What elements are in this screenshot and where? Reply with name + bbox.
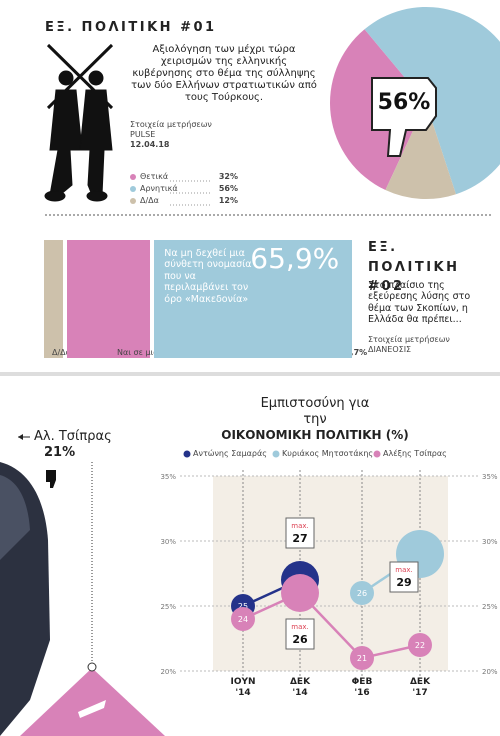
max-box	[389, 561, 419, 593]
x-tick-label: ΦΕΒ '16	[351, 677, 373, 698]
legend-value: 27,7%	[339, 348, 368, 357]
callout-value: 21%	[44, 445, 76, 460]
y-tick-label: 35%	[482, 473, 498, 481]
source-label: Στοιχεία μετρήσεων	[368, 335, 450, 344]
x-tick-label: ΙΟΥΝ '14	[230, 677, 256, 698]
description: Στο πλαίσιο της εξεύρεσης λύσης στο θέμα…	[368, 280, 471, 326]
legend-dot	[272, 450, 280, 458]
bubble	[350, 581, 374, 605]
legend-label: Αλέξης Τσίπρας	[383, 449, 447, 458]
date: 12.04.18	[130, 140, 170, 149]
x-tick-label: ΔΕΚ '17	[409, 677, 431, 698]
legend-dot	[130, 174, 136, 180]
chart-title: Εμπιστοσύνη για την	[260, 396, 370, 427]
max-value: 26	[292, 633, 308, 646]
legend-value: 12%	[218, 196, 238, 205]
block-label: Να μη δεχθεί μια σύνθετη ονομασία που να…	[164, 248, 252, 305]
legend-label: Δ/Δα	[52, 348, 71, 357]
description: Αξιολόγηση των μέχρι τώρα χειρισμών της …	[131, 44, 317, 103]
legend-value: 32%	[218, 172, 238, 181]
legend-label: Δ/Δα	[140, 196, 159, 205]
section-title: ΕΞ. ΠΟΛΙΤΙΚΗ #01	[45, 20, 217, 35]
legend-dot	[373, 450, 381, 458]
y-tick-label: 30%	[160, 538, 176, 546]
legend-dot	[130, 198, 136, 204]
source: PULSE	[130, 130, 156, 139]
arrow	[18, 434, 23, 440]
bubble	[350, 646, 374, 670]
thumb-down-badge	[371, 77, 437, 157]
data-label: 26	[357, 589, 367, 598]
legend-label: Κυριάκος Μητσοτάκης	[282, 449, 374, 458]
divider	[0, 372, 500, 376]
pie-highlight-label: 56%	[377, 90, 431, 115]
bubble	[281, 574, 319, 612]
legend-dot	[130, 186, 136, 192]
legend-label: Αρνητικά	[140, 184, 178, 193]
max-label: max.	[291, 522, 308, 530]
bubble	[231, 607, 255, 631]
y-tick-label: 25%	[160, 603, 176, 611]
proportion-block	[67, 240, 151, 358]
legend-label: Θετικά	[140, 172, 169, 181]
y-tick-label: 20%	[160, 668, 176, 676]
proportion-block	[154, 240, 352, 358]
pointer-dot	[87, 662, 97, 672]
max-label: max.	[291, 623, 308, 631]
flag-icon	[78, 700, 106, 718]
legend-dot	[183, 450, 191, 458]
max-box	[285, 618, 315, 650]
y-tick-label: 35%	[160, 473, 176, 481]
max-box	[285, 517, 315, 549]
data-label: 22	[415, 641, 425, 650]
max-value: 27	[292, 532, 307, 545]
section-title: ΕΞ. ΠΟΛΙΤΙΚΗ #02	[368, 240, 460, 294]
max-value: 29	[396, 576, 411, 589]
soldiers-icon	[44, 43, 114, 202]
max-label: max.	[395, 566, 412, 574]
y-tick-label: 25%	[482, 603, 498, 611]
proportion-block	[44, 240, 64, 358]
series-line	[242, 591, 421, 660]
bubble	[408, 633, 432, 657]
source-label: Στοιχεία μετρήσεων	[130, 120, 212, 129]
legend-value: 56%	[218, 184, 238, 193]
data-label: 21	[357, 654, 367, 663]
thumb-down-icon	[46, 470, 56, 488]
source: ΔΙΑΝΕΟΣΙΣ	[368, 345, 412, 354]
y-tick-label: 20%	[482, 668, 498, 676]
triangle-badge	[20, 668, 165, 736]
photo	[0, 475, 30, 560]
callout-name: Αλ. Τσίπρας	[34, 429, 112, 444]
y-tick-label: 30%	[482, 538, 498, 546]
pie-slice	[385, 103, 456, 199]
data-label: 24	[238, 615, 248, 624]
x-tick-label: ΔΕΚ '14	[289, 677, 311, 698]
block-value: 65,9%	[250, 242, 340, 275]
data-label: 25	[238, 602, 248, 611]
chart-subtitle: ΟΙΚΟΝΟΜΙΚΗ ΠΟΛΙΤΙΚΗ (%)	[221, 428, 409, 442]
legend-label: Αντώνης Σαμαράς	[193, 449, 267, 458]
